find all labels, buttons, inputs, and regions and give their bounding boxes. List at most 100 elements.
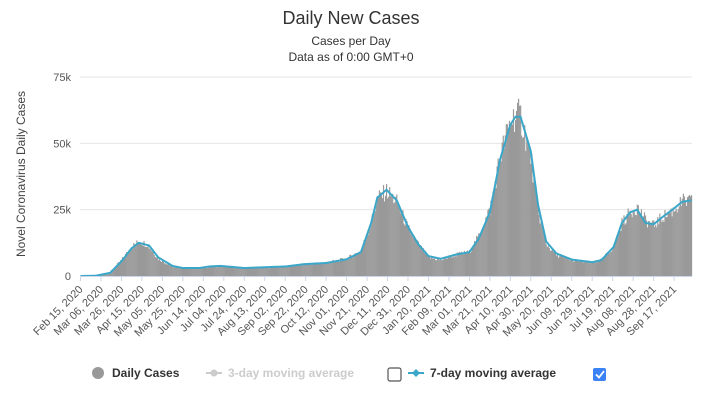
- daily-cases-bar: [177, 266, 179, 276]
- daily-cases-bar: [419, 245, 421, 276]
- daily-cases-bar: [665, 216, 667, 276]
- daily-cases-bar: [143, 240, 145, 276]
- daily-cases-bar: [530, 163, 532, 276]
- three-day-legend-marker: [210, 369, 218, 377]
- daily-cases-bar: [476, 235, 478, 276]
- daily-cases-bars: [81, 98, 693, 277]
- daily-cases-bar: [129, 251, 131, 276]
- daily-cases-bar: [677, 209, 679, 276]
- daily-cases-bar: [541, 226, 543, 276]
- daily-cases-bar: [193, 267, 195, 276]
- daily-cases-bar: [264, 266, 266, 276]
- daily-cases-bar: [635, 215, 637, 276]
- daily-cases-bar: [469, 253, 472, 276]
- daily-cases-bar: [496, 166, 498, 276]
- daily-cases-bar: [241, 268, 243, 276]
- daily-cases-bar: [674, 210, 676, 276]
- daily-cases-bar: [518, 98, 520, 276]
- daily-cases-bar: [345, 259, 347, 276]
- daily-cases-bar: [374, 211, 376, 276]
- daily-cases-bar: [534, 181, 536, 276]
- daily-cases-bar: [668, 212, 670, 276]
- daily-cases-bar: [317, 262, 319, 276]
- daily-cases-bar: [488, 208, 490, 276]
- legend-label-daily-cases: Daily Cases: [112, 366, 180, 380]
- daily-cases-bar: [216, 267, 218, 276]
- daily-cases-bar: [109, 272, 111, 276]
- daily-cases-bar: [555, 255, 558, 276]
- daily-cases-bar: [380, 194, 383, 276]
- daily-cases-bar: [632, 212, 634, 276]
- daily-cases-bar: [141, 244, 143, 276]
- daily-cases-bar: [392, 193, 394, 276]
- daily-cases-bar: [618, 232, 620, 276]
- daily-cases-bar: [653, 220, 655, 276]
- daily-cases-bar: [502, 135, 504, 276]
- daily-cases-bar: [255, 267, 257, 276]
- daily-cases-bar: [586, 262, 588, 276]
- legend-item-7-day-moving-average[interactable]: 7-day moving average: [408, 366, 556, 380]
- daily-cases-bar: [563, 255, 565, 276]
- daily-cases-bar: [443, 259, 445, 276]
- daily-cases-bar: [353, 255, 355, 276]
- daily-cases-bar: [685, 205, 688, 276]
- daily-cases-bar: [406, 221, 408, 276]
- daily-cases-bar: [546, 246, 548, 276]
- daily-cases-bar: [290, 266, 292, 276]
- daily-cases-bar: [134, 244, 136, 276]
- daily-cases-bar: [531, 154, 533, 276]
- daily-cases-bar: [300, 265, 302, 276]
- daily-cases-bar: [299, 264, 301, 276]
- daily-cases-bar: [409, 228, 411, 276]
- daily-cases-bar: [120, 259, 123, 276]
- daily-cases-bar: [566, 256, 568, 276]
- legend-item-3-day-moving-average[interactable]: 3-day moving average: [206, 366, 354, 380]
- daily-cases-bar: [542, 228, 544, 276]
- daily-cases-bar: [522, 137, 524, 276]
- legend-item-daily-cases[interactable]: Daily Cases: [92, 366, 180, 380]
- daily-cases-bar: [528, 142, 530, 276]
- daily-cases-bar: [484, 225, 486, 276]
- seven-day-checkbox[interactable]: [593, 368, 606, 381]
- daily-cases-bar: [252, 267, 255, 276]
- daily-cases-bar: [303, 263, 305, 276]
- daily-cases-bar: [591, 262, 593, 276]
- daily-cases-bar: [292, 264, 295, 276]
- daily-cases-bar: [626, 213, 628, 276]
- daily-cases-bar: [498, 163, 500, 276]
- daily-cases-bar: [631, 217, 633, 276]
- daily-cases-bar: [405, 219, 407, 276]
- daily-cases-bar: [189, 267, 191, 276]
- daily-cases-bar: [221, 265, 223, 276]
- daily-cases-bar: [142, 245, 144, 276]
- daily-cases-bar: [362, 245, 364, 276]
- y-axis-label: Novel Coronavirus Daily Cases: [14, 91, 28, 257]
- daily-cases-bar: [620, 231, 622, 276]
- daily-cases-bar: [198, 268, 200, 276]
- daily-cases-bar: [399, 210, 401, 276]
- daily-cases-bar: [662, 219, 664, 276]
- daily-cases-bar: [206, 267, 209, 276]
- daily-cases-bar: [614, 244, 616, 276]
- daily-cases-bar: [107, 272, 109, 276]
- daily-cases-bar: [310, 263, 312, 276]
- daily-cases-bar: [650, 224, 652, 276]
- daily-cases-bar: [333, 261, 335, 276]
- daily-cases-bar: [219, 266, 221, 276]
- daily-cases-bar: [319, 263, 321, 276]
- daily-cases-bar: [424, 251, 427, 276]
- daily-cases-bar: [580, 259, 582, 276]
- daily-cases-bar: [608, 252, 610, 276]
- daily-cases-bar: [577, 259, 579, 276]
- daily-cases-bar: [551, 247, 553, 276]
- daily-cases-bar: [426, 254, 429, 276]
- daily-cases-bar: [425, 254, 428, 276]
- daily-cases-bar: [372, 214, 374, 276]
- daily-cases-bar: [689, 196, 692, 276]
- daily-cases-bar: [562, 255, 564, 276]
- three-day-checkbox[interactable]: [387, 367, 402, 382]
- daily-cases-bar: [428, 256, 431, 276]
- daily-cases-bar: [584, 261, 586, 276]
- daily-cases-bar: [371, 214, 373, 276]
